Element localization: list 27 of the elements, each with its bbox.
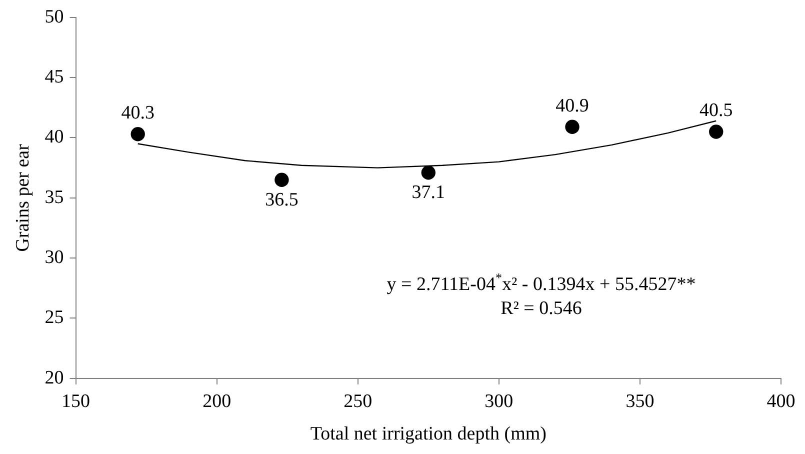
y-tick-label: 30 <box>44 247 64 268</box>
annotation: R² = 0.546 <box>500 298 582 319</box>
data-label: 40.5 <box>699 100 733 122</box>
data-label: 37.1 <box>412 182 446 204</box>
data-label: 40.3 <box>121 102 154 124</box>
point <box>130 127 145 142</box>
point <box>565 120 580 134</box>
point <box>421 166 436 180</box>
x-tick-label: 150 <box>62 390 90 412</box>
y-tick-label: 40 <box>44 126 64 148</box>
y-tick-label: 20 <box>44 367 64 388</box>
point <box>274 172 289 187</box>
x-axis-title: Total net irrigation depth (mm) <box>310 424 546 445</box>
data-label: 40.9 <box>556 95 589 116</box>
y-tick-label: 25 <box>44 307 64 328</box>
data-label: 36.5 <box>265 189 298 210</box>
x-tick-label: 350 <box>626 390 654 412</box>
x-tick-label: 200 <box>202 390 232 412</box>
point <box>709 124 724 139</box>
y-tick-label: 35 <box>44 186 64 208</box>
x-tick-label: 400 <box>766 390 796 412</box>
annotation: y = 2.711E-04*x² - 0.1394x + 55.4527** <box>386 270 696 295</box>
y-tick-label: 45 <box>44 66 64 88</box>
x-tick-label: 250 <box>344 390 372 412</box>
y-tick-label: 50 <box>44 6 64 28</box>
y-axis-title: Grains per ear <box>12 143 34 252</box>
x-tick-label: 300 <box>484 390 514 412</box>
